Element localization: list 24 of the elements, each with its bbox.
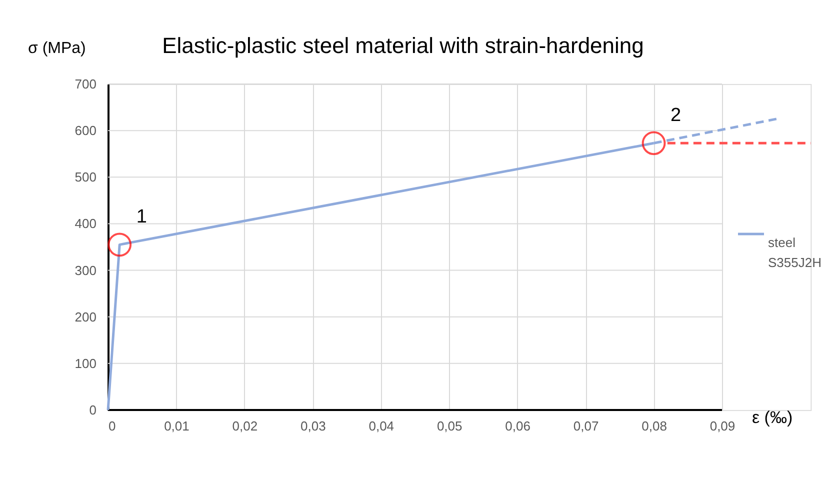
y-tick-label: 100 — [74, 356, 96, 371]
y-tick-label: 600 — [74, 123, 96, 138]
x-tick-label: 0,05 — [436, 418, 462, 434]
x-tick-label: 0 — [108, 418, 116, 434]
y-tick-label: 700 — [74, 76, 96, 92]
annotation: 2 — [670, 105, 682, 126]
x-tick-label: 0,09 — [710, 418, 736, 434]
y-tick-label: 300 — [74, 262, 96, 278]
x-axis-title: ε (‰) — [752, 408, 793, 427]
x-tick-label: 0,07 — [573, 418, 599, 434]
y-axis-title: σ (MPa) — [28, 40, 86, 57]
y-tick-label: 0 — [89, 402, 96, 418]
x-tick-label: 0,08 — [642, 418, 667, 434]
x-tick-label: 0,06 — [505, 418, 530, 434]
chart-title: Elastic-plastic steel material with strain-hardening — [162, 33, 644, 58]
x-tick-label: 0,03 — [300, 418, 326, 434]
annotation: 1 — [136, 206, 147, 228]
x-tick-label: 0,02 — [232, 418, 258, 434]
text: steel S355J2H — [768, 235, 822, 270]
y-tick-label: 200 — [74, 309, 96, 324]
y-tick-label: 400 — [74, 216, 96, 232]
x-tick-label: 0,04 — [368, 418, 394, 434]
y-tick-label: 500 — [74, 170, 96, 185]
x-tick-label: 0,01 — [164, 418, 190, 434]
